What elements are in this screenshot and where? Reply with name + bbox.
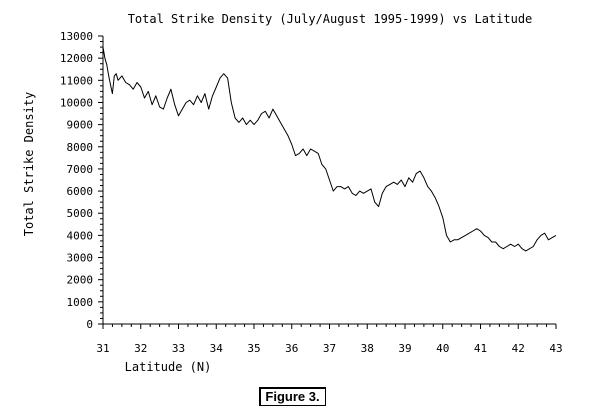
x-tick-label: 34: [210, 342, 224, 355]
x-tick-label: 31: [96, 342, 109, 355]
x-tick-label: 40: [436, 342, 449, 355]
y-tick-label: 2000: [67, 274, 94, 287]
y-tick-label: 9000: [67, 119, 94, 132]
x-tick-label: 43: [549, 342, 562, 355]
x-tick-label: 39: [398, 342, 411, 355]
x-axis-label: Latitude (N): [125, 360, 212, 374]
x-tick-label: 33: [172, 342, 185, 355]
y-tick-label: 12000: [60, 52, 93, 65]
x-tick-label: 36: [285, 342, 298, 355]
x-tick-label: 42: [512, 342, 525, 355]
y-tick-label: 10000: [60, 96, 93, 109]
y-axis-label: Total Strike Density: [22, 92, 36, 237]
y-tick-label: 0: [86, 318, 93, 331]
y-tick-label: 11000: [60, 74, 93, 87]
y-tick-label: 6000: [67, 185, 94, 198]
figure-caption: Figure 3.: [259, 387, 326, 406]
x-tick-label: 37: [323, 342, 336, 355]
y-tick-label: 13000: [60, 30, 93, 43]
y-tick-label: 7000: [67, 163, 94, 176]
y-tick-label: 5000: [67, 207, 94, 220]
y-tick-label: 1000: [67, 296, 94, 309]
y-tick-label: 4000: [67, 229, 94, 242]
y-tick-label: 8000: [67, 141, 94, 154]
x-tick-label: 32: [134, 342, 147, 355]
x-tick-label: 38: [361, 342, 374, 355]
x-tick-label: 35: [247, 342, 260, 355]
plot-area: [102, 47, 557, 252]
y-tick-label: 3000: [67, 252, 94, 265]
ticks: 0 1000 2000 3000 4000 5000 6000 7000 8000 9000 100…: [60, 30, 563, 355]
series-line: [102, 47, 557, 252]
x-tick-label: 41: [474, 342, 487, 355]
chart-title: Total Strike Density (July/August 1995-1…: [128, 12, 533, 26]
